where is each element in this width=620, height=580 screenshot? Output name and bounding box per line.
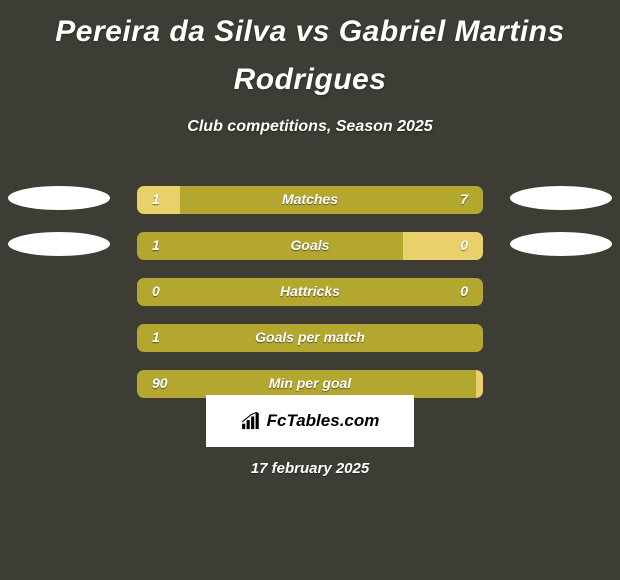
stat-row: 1Goals per match (0, 324, 620, 352)
stat-label: Goals per match (0, 329, 620, 345)
stat-label: Hattricks (0, 283, 620, 299)
brand-badge: FcTables.com (206, 395, 414, 447)
bar-chart-icon (241, 412, 263, 430)
stat-row: 17Matches (0, 186, 620, 214)
stat-label: Min per goal (0, 375, 620, 391)
brand-text: FcTables.com (267, 411, 380, 431)
stat-label: Goals (0, 237, 620, 253)
comparison-title: Pereira da Silva vs Gabriel Martins Rodr… (0, 0, 620, 104)
snapshot-date: 17 february 2025 (0, 460, 620, 477)
comparison-subtitle: Club competitions, Season 2025 (0, 118, 620, 136)
stat-row: 00Hattricks (0, 278, 620, 306)
stat-label: Matches (0, 191, 620, 207)
stat-row: 10Goals (0, 232, 620, 260)
stat-row: 90Min per goal (0, 370, 620, 398)
stats-chart: 17Matches 10Goals 00Hattricks 1Goals per ma… (0, 186, 620, 406)
